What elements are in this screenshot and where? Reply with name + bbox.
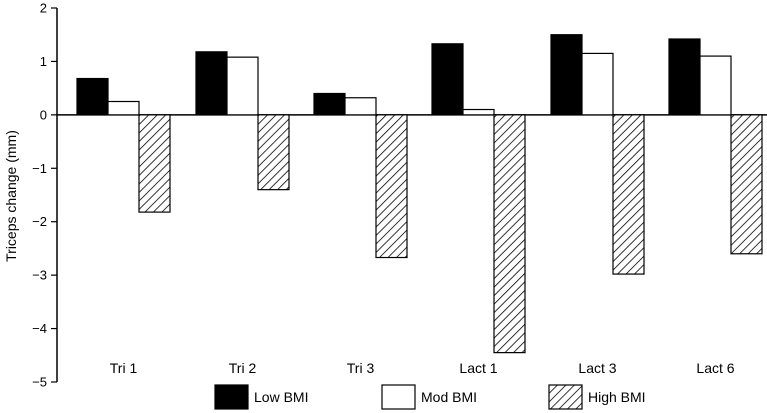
legend: Low BMI Mod BMI High BMI — [214, 384, 646, 410]
category-labels: Tri 1 Tri 2 Tri 3 Lact 1 Lact 3 Lact 6 — [110, 360, 735, 376]
legend-label: Mod BMI — [421, 389, 477, 405]
y-tick-label: −1 — [32, 161, 47, 176]
bar — [257, 114, 290, 191]
legend-swatch — [381, 384, 416, 410]
x-tick-label: Tri 2 — [229, 360, 257, 376]
bar — [462, 108, 495, 116]
y-tick-label: −2 — [32, 214, 47, 229]
x-tick-label: Lact 6 — [696, 360, 734, 376]
bar — [730, 114, 763, 255]
bar — [431, 43, 464, 116]
bar — [138, 114, 171, 213]
bar — [344, 97, 377, 116]
bars — [76, 34, 763, 354]
x-tick-label: Tri 1 — [110, 360, 138, 376]
y-tick-label: −5 — [32, 375, 47, 390]
y-tick-label: −4 — [32, 321, 47, 336]
x-tick-label: Lact 1 — [459, 360, 497, 376]
y-tick-label: 1 — [40, 54, 47, 69]
bar — [612, 114, 645, 275]
bar — [313, 92, 346, 116]
x-tick-label: Tri 3 — [347, 360, 375, 376]
bar — [493, 114, 526, 354]
bar — [76, 77, 109, 116]
legend-label: High BMI — [588, 389, 646, 405]
bar — [581, 52, 614, 116]
x-tick-label: Lact 3 — [578, 360, 616, 376]
y-axis-title: Triceps change (mm) — [3, 130, 19, 262]
bar — [107, 100, 140, 116]
bar — [226, 56, 259, 116]
legend-swatch — [548, 384, 583, 410]
bar — [195, 51, 228, 116]
bar — [375, 114, 408, 259]
bar — [699, 55, 732, 116]
y-axis: 2 1 0 −1 −2 −3 −4 −5 — [32, 1, 767, 390]
y-tick-label: 2 — [40, 1, 47, 16]
y-tick-label: 0 — [40, 107, 47, 122]
bar — [668, 38, 701, 116]
legend-label: Low BMI — [254, 389, 308, 405]
bar — [550, 34, 583, 116]
legend-swatch — [214, 384, 249, 410]
y-tick-label: −3 — [32, 268, 47, 283]
